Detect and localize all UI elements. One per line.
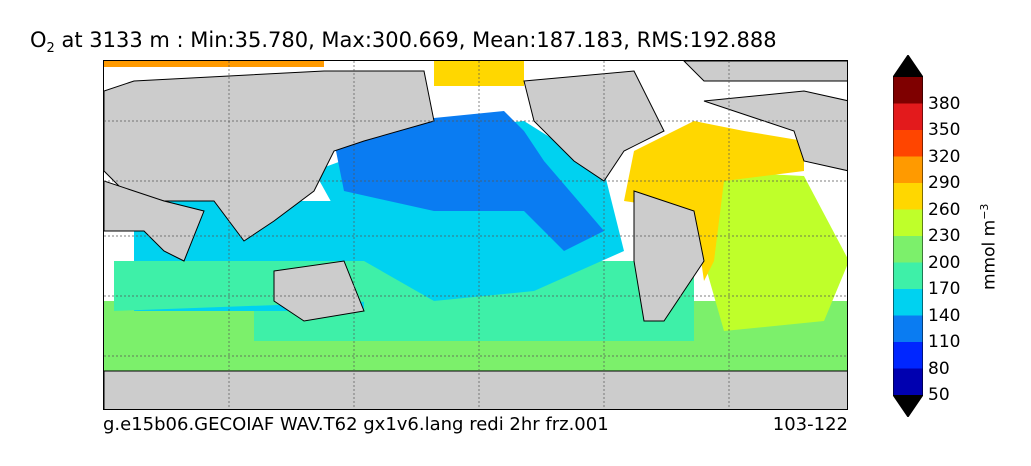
arctic-orange-fill [104, 61, 324, 67]
colorbar-segment [893, 368, 923, 396]
antarctica-land [104, 370, 847, 409]
world-map [104, 61, 847, 409]
colorbar-tick-label: 170 [928, 279, 961, 299]
colorbar-segment [893, 103, 923, 131]
land-masses [104, 61, 847, 409]
colorbar-segment [893, 262, 923, 290]
map-title: O2 at 3133 m : Min:35.780, Max:300.669, … [30, 28, 777, 57]
colorbar-segment [893, 315, 923, 343]
south-atlantic-fill [704, 171, 847, 331]
colorbar-tick-label: 380 [928, 93, 961, 114]
colorbar-segment [893, 289, 923, 316]
eurasia-land [104, 70, 435, 242]
colorbar-segment [893, 236, 923, 263]
colorbar-segment [893, 156, 923, 184]
colorbar-max-extension [893, 55, 923, 77]
colorbar-segment [893, 342, 923, 369]
colorbar-tick-label: 320 [928, 146, 961, 167]
colorbar-tick-label: 200 [928, 252, 961, 273]
colorbar-tick-label: 260 [928, 199, 961, 220]
colorbar-segment [893, 183, 923, 210]
map-panel [103, 60, 848, 410]
colorbar-tick-label: 140 [928, 305, 961, 326]
europe-land [703, 90, 847, 172]
colorbar-tick-label: 110 [928, 332, 961, 352]
colorbar-segment [893, 209, 923, 237]
colorbar-tick-label: 350 [928, 120, 961, 140]
case-name: g.e15b06.GECOIAF WAV.T62 gx1v6.lang redi… [103, 414, 609, 435]
north-atlantic-fill [624, 121, 804, 281]
north-america-land [523, 70, 665, 182]
colorbar-min-extension [893, 395, 923, 417]
year-range: 103-122 [772, 414, 848, 435]
colorbar-segment [893, 77, 923, 104]
colorbar [893, 55, 923, 417]
map-grid [104, 61, 847, 409]
colorbar-segment [893, 130, 923, 157]
colorbar-tick-label: 230 [928, 226, 961, 246]
colorbar-tick-label: 80 [928, 358, 950, 379]
africa-land [104, 180, 205, 262]
colorbar-tick-label: 50 [928, 385, 950, 405]
arctic-land [683, 61, 847, 82]
colorbar-unit: mmol m−3 [978, 203, 1000, 290]
south-america-land [633, 190, 705, 322]
colorbar-tick-label: 290 [928, 173, 961, 193]
